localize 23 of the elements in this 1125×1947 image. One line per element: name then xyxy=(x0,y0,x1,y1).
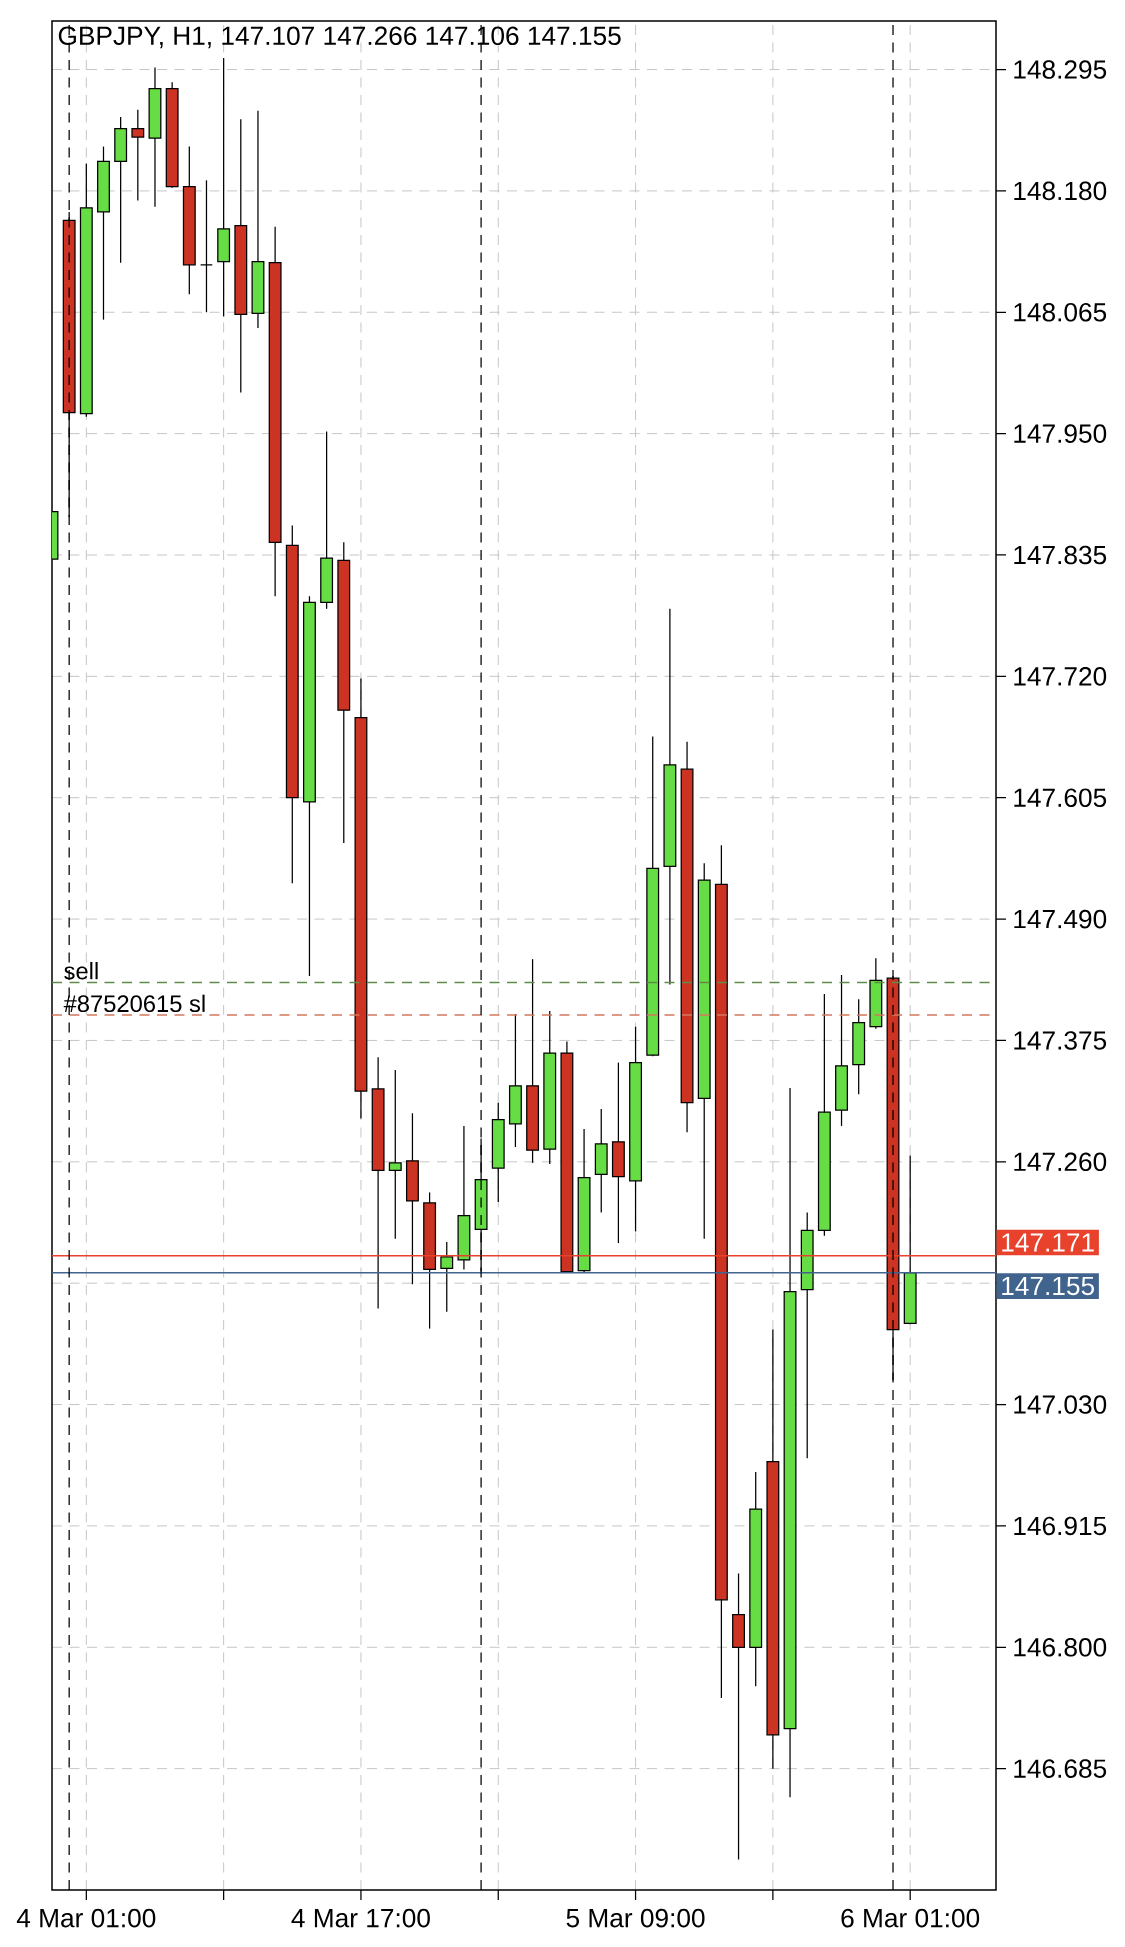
y-tick-label: 147.490 xyxy=(1014,909,1107,929)
ref-line-label: sell xyxy=(64,961,98,980)
y-tick-label: 148.295 xyxy=(1014,60,1107,79)
y-tick-label: 148.065 xyxy=(1014,302,1107,322)
y-tick-label: 147.950 xyxy=(1014,424,1107,443)
y-tick-label: 147.260 xyxy=(1014,1152,1107,1172)
y-tick-label: 147.030 xyxy=(1014,1395,1107,1414)
y-tick-label: 146.800 xyxy=(1014,1638,1107,1657)
ref-line-label: 147.155 xyxy=(1002,1276,1095,1296)
y-tick-label: 147.720 xyxy=(1014,667,1107,686)
y-tick-label: 146.685 xyxy=(1014,1759,1107,1778)
ref-line-label: 147.171 xyxy=(1002,1233,1094,1252)
x-tick-label: 5 Mar 09:00 xyxy=(566,1908,705,1928)
y-tick-label: 147.835 xyxy=(1014,545,1107,565)
y-tick-label: 147.375 xyxy=(1014,1031,1107,1050)
x-tick-label: 6 Mar 01:00 xyxy=(841,1908,980,1928)
chart-title: GBPJPY, H1, 147.107 147.266 147.106 147.155 xyxy=(58,26,621,49)
y-tick-label: 146.915 xyxy=(1014,1516,1107,1536)
x-tick-label: 4 Mar 17:00 xyxy=(291,1908,430,1928)
y-tick-label: 147.605 xyxy=(1014,788,1107,808)
ref-line-label: #87520615 sl xyxy=(63,994,205,1013)
y-tick-label: 148.180 xyxy=(1014,181,1107,201)
x-tick-label: 4 Mar 01:00 xyxy=(16,1908,156,1928)
